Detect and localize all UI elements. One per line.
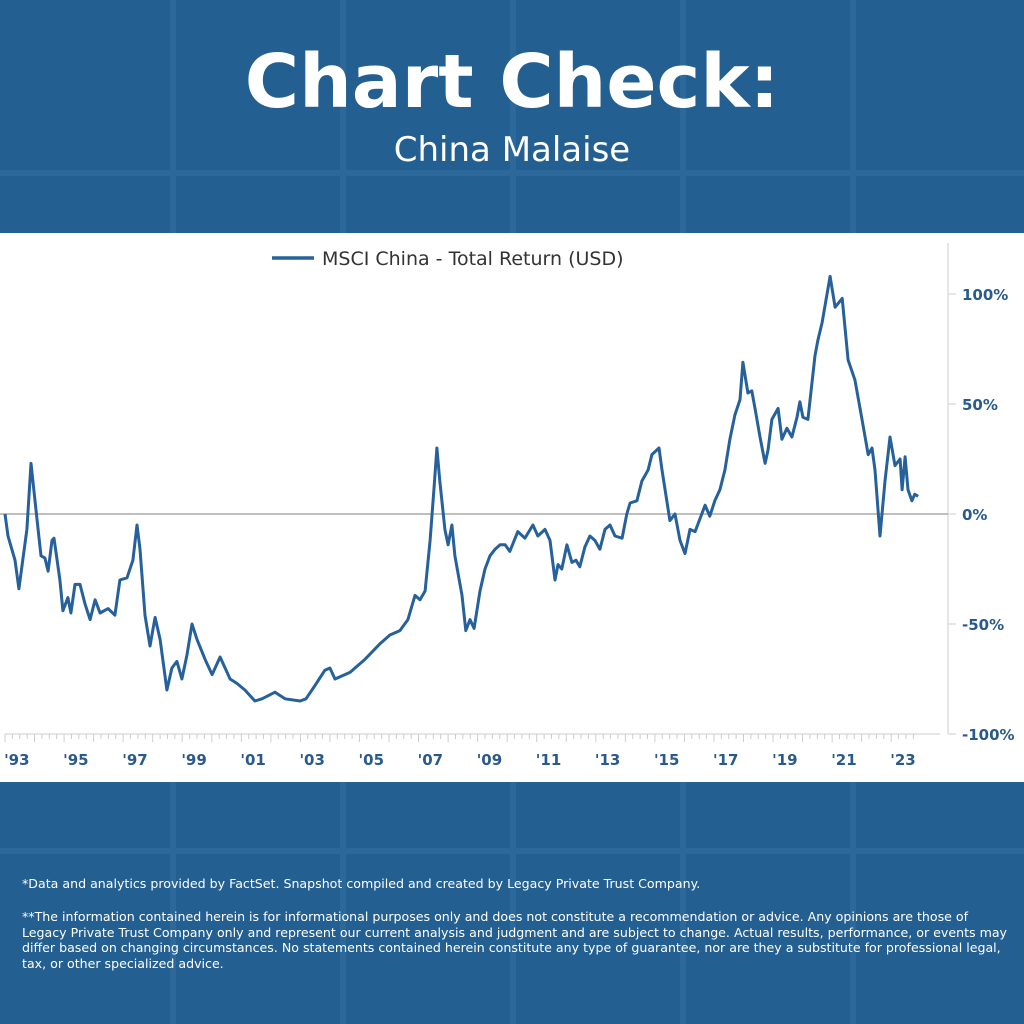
x-tick-label: '97 <box>122 751 147 769</box>
x-tick-label: '13 <box>595 751 620 769</box>
x-tick-label: '93 <box>4 751 29 769</box>
y-tick-label: 50% <box>962 396 998 414</box>
y-tick-label: -100% <box>962 726 1015 744</box>
x-tick-label: '07 <box>418 751 443 769</box>
axes: 100% 50% 0% -50% -100% '93 '95 '97 '99 '01 '03 '05 '… <box>0 243 1015 769</box>
y-tick-label: 0% <box>962 506 987 524</box>
disclaimer: **The information contained herein is fo… <box>22 909 1008 971</box>
y-tick-label: 100% <box>962 286 1008 304</box>
x-tick-label: '15 <box>654 751 679 769</box>
page-subtitle: China Malaise <box>393 130 631 170</box>
x-tick-label: '05 <box>359 751 384 769</box>
page-title: Chart Check: <box>244 39 780 125</box>
x-tick-label: '03 <box>299 751 324 769</box>
x-tick-label: '17 <box>713 751 738 769</box>
x-tick-label: '23 <box>890 751 915 769</box>
grid-line <box>0 170 1024 176</box>
x-tick-label: '11 <box>536 751 561 769</box>
chart-panel: 100% 50% 0% -50% -100% '93 '95 '97 '99 '01 '03 '05 '… <box>0 233 1024 782</box>
y-tick-label: -50% <box>962 616 1004 634</box>
line-chart: 100% 50% 0% -50% -100% '93 '95 '97 '99 '01 '03 '05 '… <box>0 243 1015 769</box>
series-line-msci-china <box>3 274 919 703</box>
x-tick-label: '21 <box>831 751 856 769</box>
x-tick-label: '19 <box>772 751 797 769</box>
legend-label: MSCI China - Total Return (USD) <box>322 248 624 270</box>
x-tick-label: '99 <box>181 751 206 769</box>
legend: MSCI China - Total Return (USD) <box>272 248 624 270</box>
plot-area <box>3 274 919 703</box>
source-note: *Data and analytics provided by FactSet.… <box>22 876 701 891</box>
x-tick-label: '01 <box>240 751 265 769</box>
grid-line <box>0 848 1024 854</box>
x-tick-label: '09 <box>477 751 502 769</box>
x-tick-label: '95 <box>63 751 88 769</box>
